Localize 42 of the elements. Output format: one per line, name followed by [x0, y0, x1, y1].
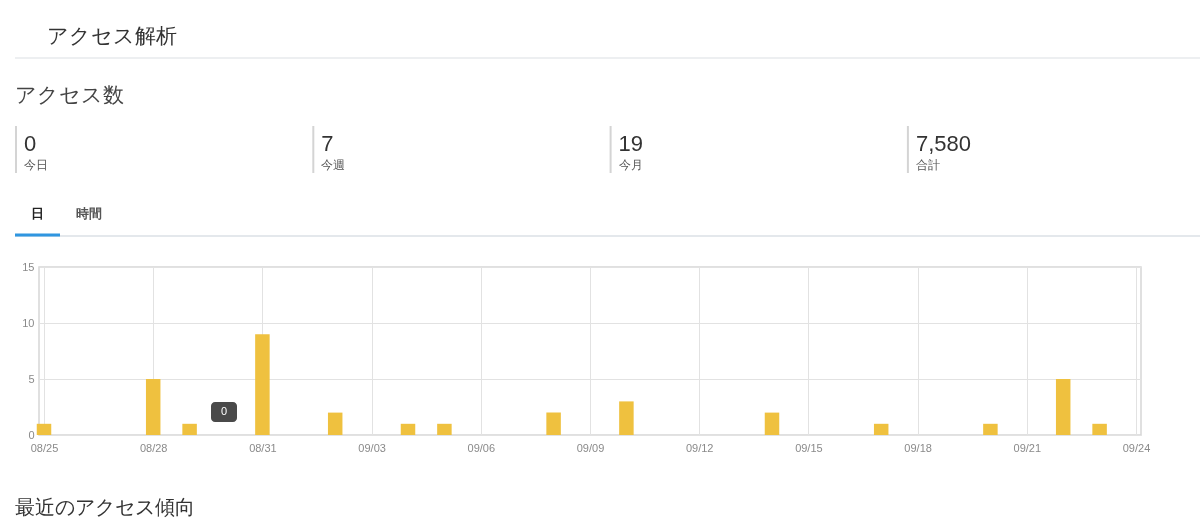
bar: [400, 423, 416, 435]
y-tick-label: 10: [22, 316, 35, 329]
bar: [182, 423, 197, 435]
x-tick-label: 09/06: [467, 441, 496, 454]
bar: [327, 412, 343, 435]
text: 今月: [618, 159, 643, 171]
x-tick-label: 09/03: [358, 441, 386, 454]
bar: [437, 423, 452, 435]
text: 時間: [76, 206, 102, 221]
x-tick-label: 08/25: [30, 441, 59, 454]
x-tick-label: 09/09: [576, 441, 605, 454]
y-tick-label: 15: [22, 260, 35, 273]
bar: [619, 401, 634, 435]
chart-subtitle: アクセス数: [15, 83, 124, 106]
text: 合計: [915, 158, 940, 171]
bar: [145, 379, 161, 435]
bar: [764, 412, 780, 435]
x-tick-label: 09/12: [685, 441, 714, 454]
x-tick-label: 09/24: [1122, 441, 1151, 454]
chart-title: アクセス解析: [47, 24, 177, 47]
text: 日: [31, 206, 44, 221]
y-tick-label: 5: [28, 372, 35, 385]
bar: [36, 423, 52, 435]
bar: [546, 412, 561, 435]
x-tick-label: 09/15: [795, 441, 823, 454]
text: 7,580: [915, 131, 971, 156]
bar: [1055, 379, 1071, 435]
text: 最近のアクセス傾向: [15, 496, 195, 518]
bar: [983, 423, 998, 435]
text: 7: [321, 131, 334, 156]
text: 19: [618, 131, 644, 156]
x-tick-label: 09/18: [904, 441, 932, 454]
bar: [255, 334, 270, 435]
x-tick-label: 08/28: [139, 441, 168, 454]
text: 今週: [321, 159, 346, 171]
text: 今日: [24, 159, 48, 171]
x-tick-label: 09/21: [1013, 441, 1042, 454]
x-tick-label: 08/31: [249, 441, 277, 454]
bar: [873, 423, 889, 435]
y-tick-label: 0: [28, 428, 35, 441]
bar: [1092, 423, 1107, 435]
annotation: 0: [220, 405, 228, 417]
